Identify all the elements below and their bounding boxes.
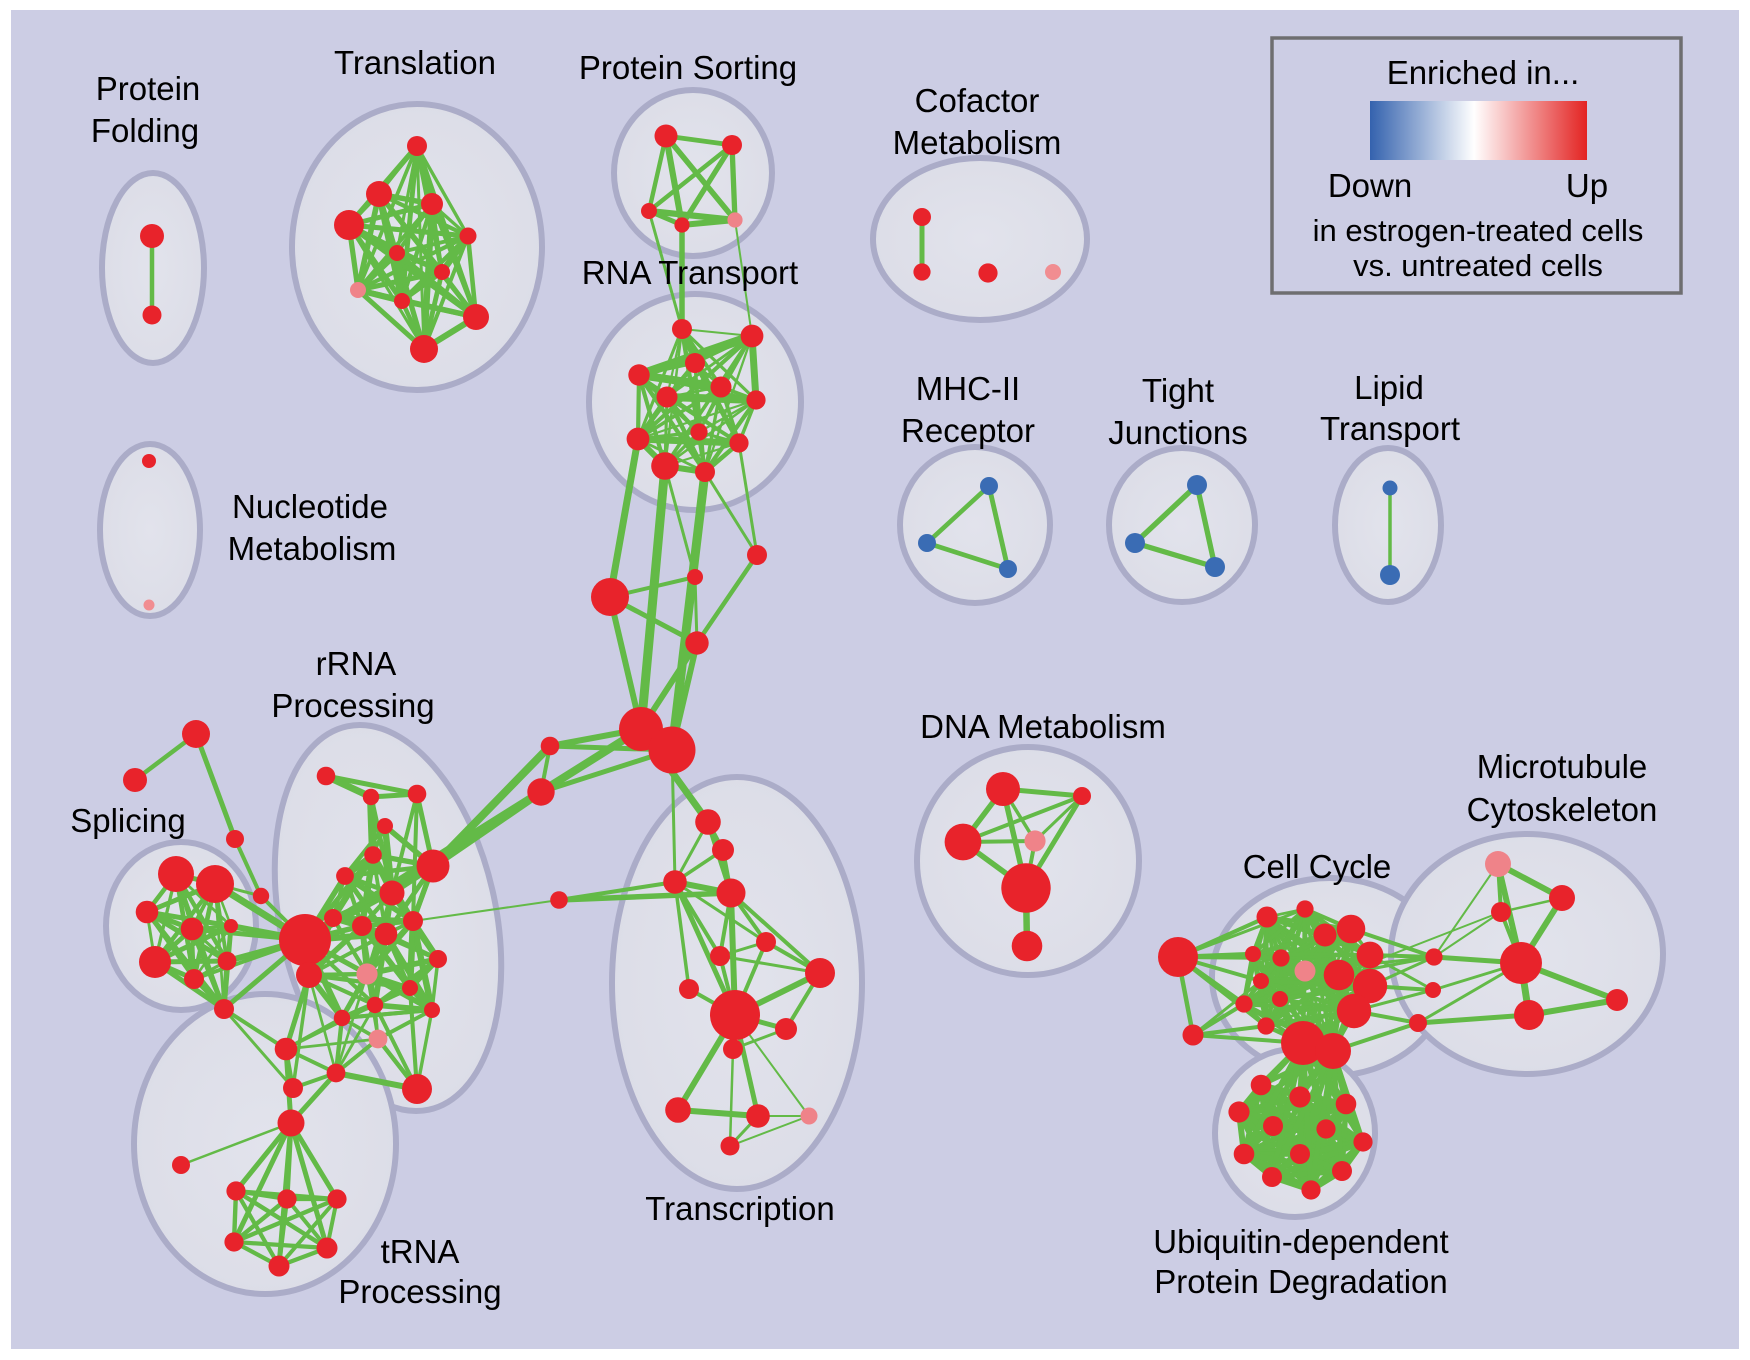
svg-text:Ubiquitin-dependent: Ubiquitin-dependent bbox=[1153, 1223, 1448, 1260]
svg-text:vs. untreated cells: vs. untreated cells bbox=[1353, 248, 1603, 283]
svg-text:Enriched in...: Enriched in... bbox=[1387, 54, 1580, 91]
svg-text:rRNA: rRNA bbox=[316, 645, 397, 682]
svg-text:Cytoskeleton: Cytoskeleton bbox=[1467, 791, 1658, 828]
svg-text:Cell Cycle: Cell Cycle bbox=[1243, 848, 1392, 885]
svg-text:Receptor: Receptor bbox=[901, 412, 1035, 449]
svg-text:Protein Sorting: Protein Sorting bbox=[579, 49, 797, 86]
svg-text:Lipid: Lipid bbox=[1354, 369, 1424, 406]
svg-text:Metabolism: Metabolism bbox=[893, 124, 1062, 161]
svg-text:Down: Down bbox=[1328, 167, 1412, 204]
svg-text:Up: Up bbox=[1566, 167, 1608, 204]
svg-text:Metabolism: Metabolism bbox=[228, 530, 397, 567]
svg-text:Processing: Processing bbox=[338, 1273, 501, 1310]
svg-text:Protein: Protein bbox=[96, 70, 201, 107]
svg-text:Tight: Tight bbox=[1142, 372, 1214, 409]
svg-text:Transcription: Transcription bbox=[645, 1190, 835, 1227]
svg-text:Cofactor: Cofactor bbox=[915, 82, 1040, 119]
svg-text:Transport: Transport bbox=[1320, 410, 1460, 447]
svg-text:Translation: Translation bbox=[334, 44, 496, 81]
svg-text:Microtubule: Microtubule bbox=[1477, 748, 1648, 785]
svg-text:RNA Transport: RNA Transport bbox=[582, 254, 798, 291]
svg-text:Protein Degradation: Protein Degradation bbox=[1154, 1263, 1448, 1300]
svg-text:tRNA: tRNA bbox=[381, 1233, 460, 1270]
svg-text:in estrogen-treated cells: in estrogen-treated cells bbox=[1313, 213, 1644, 248]
svg-text:Junctions: Junctions bbox=[1108, 414, 1247, 451]
svg-text:Splicing: Splicing bbox=[70, 802, 186, 839]
svg-text:Nucleotide: Nucleotide bbox=[232, 488, 388, 525]
svg-text:Processing: Processing bbox=[271, 687, 434, 724]
svg-text:Folding: Folding bbox=[91, 112, 199, 149]
svg-text:DNA Metabolism: DNA Metabolism bbox=[920, 708, 1166, 745]
svg-text:MHC-II: MHC-II bbox=[916, 370, 1020, 407]
